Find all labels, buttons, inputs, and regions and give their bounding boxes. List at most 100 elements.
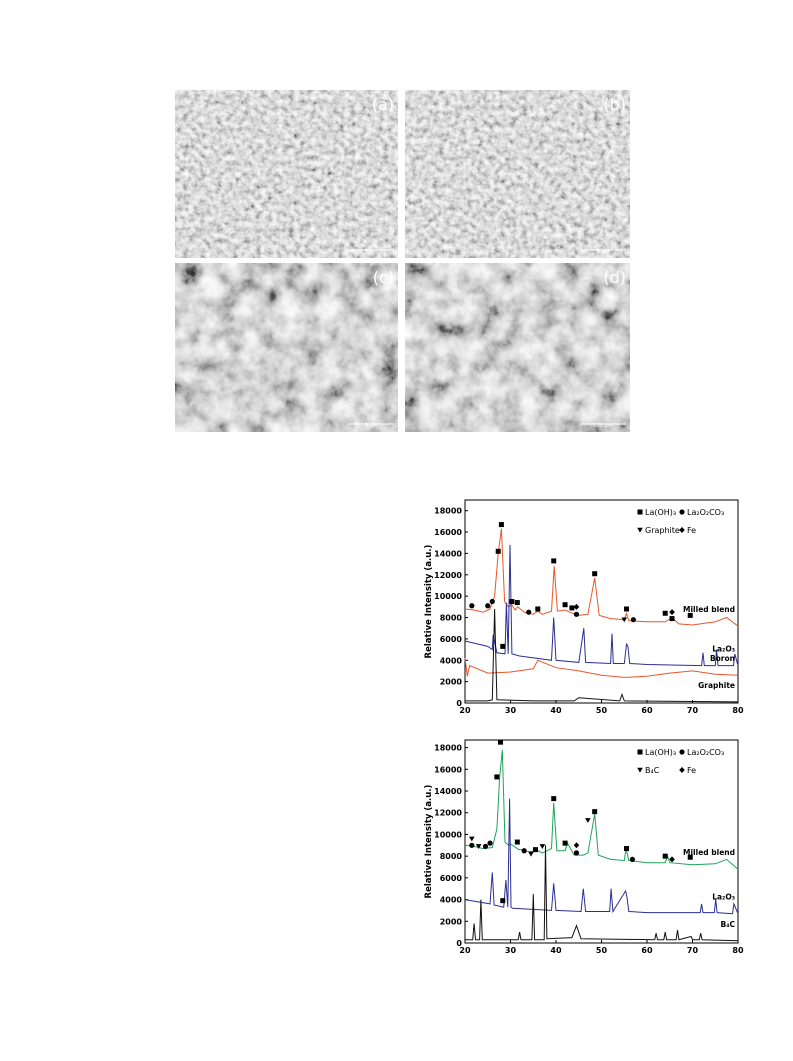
spectrum-line xyxy=(464,528,739,627)
marker xyxy=(551,558,557,564)
x-tick-label: 50 xyxy=(596,946,608,955)
marker xyxy=(482,843,489,849)
y-tick-label: 10000 xyxy=(434,592,462,601)
y-axis-label: Relative Intensity (a.u.) xyxy=(424,544,434,658)
marker xyxy=(469,603,475,609)
y-tick-label: 2000 xyxy=(440,678,463,687)
marker xyxy=(679,767,685,773)
scale-label: 5 μm xyxy=(365,249,378,255)
marker xyxy=(585,818,591,823)
marker xyxy=(679,527,685,533)
marker xyxy=(573,603,580,610)
spectrum-line xyxy=(465,845,739,942)
marker xyxy=(592,809,598,815)
y-tick-label: 0 xyxy=(456,939,462,948)
spectrum-line xyxy=(464,658,739,678)
scale-label: 100 μm xyxy=(593,423,612,429)
x-tick-label: 30 xyxy=(505,706,517,715)
x-tick-label: 80 xyxy=(732,706,744,715)
marker xyxy=(624,606,630,612)
marker xyxy=(509,599,515,604)
sem-image xyxy=(175,90,398,258)
marker xyxy=(528,851,534,857)
marker xyxy=(573,842,580,849)
x-tick-label: 40 xyxy=(550,706,562,715)
marker xyxy=(562,840,568,846)
y-tick-label: 16000 xyxy=(434,528,462,537)
marker xyxy=(687,612,693,618)
y-tick-label: 14000 xyxy=(434,549,462,558)
marker xyxy=(469,836,475,842)
series-label: Boron xyxy=(710,654,735,663)
marker xyxy=(498,522,504,528)
x-tick-label: 20 xyxy=(459,946,471,955)
y-tick-label: 18000 xyxy=(434,744,462,753)
marker xyxy=(669,616,675,622)
marker xyxy=(521,848,527,854)
y-tick-label: 14000 xyxy=(434,787,462,796)
series-label: La₂O₃ xyxy=(712,893,735,902)
marker xyxy=(487,840,493,846)
legend-label: La(OH)₃ xyxy=(645,748,676,757)
legend-label: La₂O₂CO₃ xyxy=(687,508,724,517)
y-tick-label: 12000 xyxy=(434,809,462,818)
scale-label: 5 μm xyxy=(365,423,378,429)
x-tick-label: 60 xyxy=(641,946,653,955)
x-tick-label: 20 xyxy=(459,706,471,715)
y-tick-label: 6000 xyxy=(440,874,463,883)
panel-label: (c) xyxy=(373,268,394,287)
marker xyxy=(475,844,482,849)
y-axis-label: Relative Intensity (a.u.) xyxy=(424,784,434,898)
marker xyxy=(495,548,501,554)
legend-label: Fe xyxy=(687,526,696,535)
series-label: Milled blend xyxy=(683,605,735,614)
panel-label: (a) xyxy=(372,95,394,114)
marker xyxy=(500,643,506,649)
spectrum-line xyxy=(464,749,739,870)
series-label: Graphite xyxy=(698,681,735,690)
marker xyxy=(637,509,643,515)
x-tick-label: 80 xyxy=(732,946,744,955)
x-tick-label: 40 xyxy=(550,946,562,955)
marker xyxy=(662,853,668,859)
marker xyxy=(569,605,575,611)
x-tick-label: 30 xyxy=(505,946,517,955)
marker xyxy=(624,846,630,852)
sem-image xyxy=(175,263,398,432)
series-label: B₄C xyxy=(720,920,735,929)
y-tick-label: 8000 xyxy=(440,852,463,861)
marker xyxy=(629,856,636,863)
legend-label: La₂O₂CO₃ xyxy=(687,748,724,757)
scale-label: 5 μm xyxy=(597,249,610,255)
marker xyxy=(679,509,685,515)
marker xyxy=(687,854,693,860)
panel-label: (b) xyxy=(603,95,626,114)
y-tick-label: 0 xyxy=(456,699,462,708)
marker xyxy=(514,600,520,606)
marker xyxy=(669,856,675,863)
marker xyxy=(514,839,520,845)
marker xyxy=(489,598,495,605)
marker xyxy=(539,844,546,849)
y-tick-label: 4000 xyxy=(440,896,463,905)
spectrum-line xyxy=(465,608,739,703)
marker xyxy=(637,749,643,755)
marker xyxy=(494,774,500,780)
y-tick-label: 12000 xyxy=(434,571,462,580)
marker xyxy=(621,617,628,623)
marker xyxy=(630,617,636,623)
marker xyxy=(573,850,580,856)
legend-label: B₄C xyxy=(645,766,660,775)
y-tick-label: 16000 xyxy=(434,765,462,774)
series-label: La₂O₃ xyxy=(712,645,735,654)
series-label: Milled blend xyxy=(683,848,735,857)
spectrum-line xyxy=(464,544,739,667)
sem-image xyxy=(405,90,630,258)
marker xyxy=(662,610,668,616)
y-tick-label: 2000 xyxy=(440,917,463,926)
marker xyxy=(637,527,643,533)
marker xyxy=(469,842,475,848)
marker xyxy=(526,609,532,615)
panel-label: (d) xyxy=(603,268,626,287)
legend-label: La(OH)₃ xyxy=(645,508,676,517)
